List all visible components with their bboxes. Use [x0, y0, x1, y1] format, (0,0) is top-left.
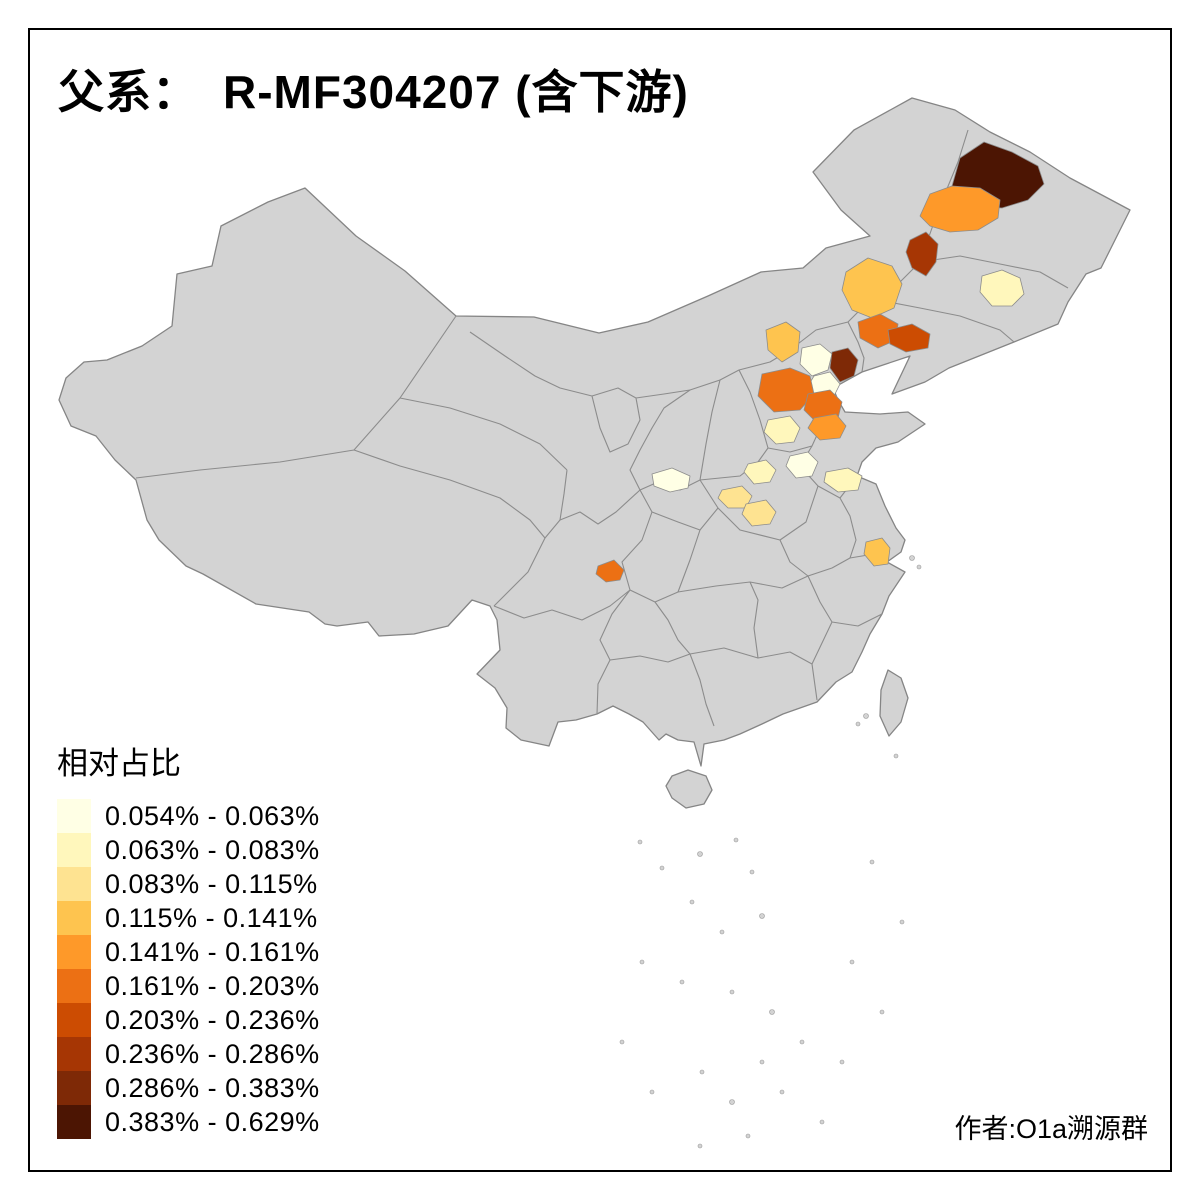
- legend-item: 0.063% - 0.083%: [57, 833, 320, 867]
- legend-label: 0.286% - 0.383%: [105, 1072, 320, 1103]
- legend-item: 0.054% - 0.063%: [57, 799, 320, 833]
- legend-item: 0.203% - 0.236%: [57, 1003, 320, 1037]
- map-region-21: [741, 499, 777, 527]
- legend-swatch: [57, 1037, 91, 1071]
- map-region-5: [841, 257, 903, 319]
- legend-swatch: [57, 867, 91, 901]
- map-region-11: [829, 347, 859, 383]
- legend-label: 0.383% - 0.629%: [105, 1106, 320, 1137]
- legend-label: 0.115% - 0.141%: [105, 902, 318, 933]
- legend-label: 0.063% - 0.083%: [105, 834, 320, 865]
- map-region-8: [765, 321, 801, 363]
- legend-label: 0.141% - 0.161%: [105, 936, 320, 967]
- map-region-18: [785, 451, 819, 479]
- legend-swatch: [57, 1071, 91, 1105]
- map-region-9: [799, 343, 833, 377]
- legend-swatch: [57, 833, 91, 867]
- map-region-7: [887, 323, 931, 353]
- map-region-15: [763, 415, 801, 445]
- legend: 相对占比 0.054% - 0.063% 0.063% - 0.083% 0.0…: [57, 738, 320, 1139]
- legend-swatch: [57, 901, 91, 935]
- legend-label: 0.054% - 0.063%: [105, 800, 320, 831]
- legend-swatch: [57, 1003, 91, 1037]
- legend-label: 0.236% - 0.286%: [105, 1038, 320, 1069]
- legend-item: 0.083% - 0.115%: [57, 867, 320, 901]
- legend-swatch: [57, 969, 91, 1003]
- legend-swatch: [57, 799, 91, 833]
- map-region-22: [595, 559, 625, 583]
- figure-title: 父系： R-MF304207 (含下游): [58, 66, 689, 118]
- map-region-2: [919, 185, 1001, 233]
- map-region-14: [807, 413, 847, 441]
- legend-swatch: [57, 1105, 91, 1139]
- province-borders-west: [135, 315, 568, 607]
- taiwan-island: [879, 669, 909, 737]
- legend-item: 0.141% - 0.161%: [57, 935, 320, 969]
- map-region-23: [863, 537, 891, 567]
- legend-label: 0.203% - 0.236%: [105, 1004, 320, 1035]
- legend-label: 0.083% - 0.115%: [105, 868, 318, 899]
- map-region-16: [651, 467, 691, 493]
- map-region-4: [979, 269, 1025, 307]
- colored-regions: [595, 141, 1045, 583]
- legend-label: 0.161% - 0.203%: [105, 970, 320, 1001]
- legend-item: 0.115% - 0.141%: [57, 901, 320, 935]
- hainan-island: [665, 769, 713, 809]
- legend-item: 0.383% - 0.629%: [57, 1105, 320, 1139]
- province-borders-south: [493, 497, 888, 727]
- map-region-17: [743, 459, 777, 485]
- legend-item: 0.236% - 0.286%: [57, 1037, 320, 1071]
- legend-title: 相对占比: [57, 746, 181, 781]
- map-region-19: [823, 467, 863, 493]
- legend-item: 0.286% - 0.383%: [57, 1071, 320, 1105]
- small-islands: [619, 555, 922, 1149]
- legend-swatch: [57, 935, 91, 969]
- province-borders-center: [559, 369, 858, 577]
- map-region-3: [905, 231, 939, 277]
- legend-item: 0.161% - 0.203%: [57, 969, 320, 1003]
- attribution-text: 作者:O1a溯源群: [954, 1114, 1148, 1144]
